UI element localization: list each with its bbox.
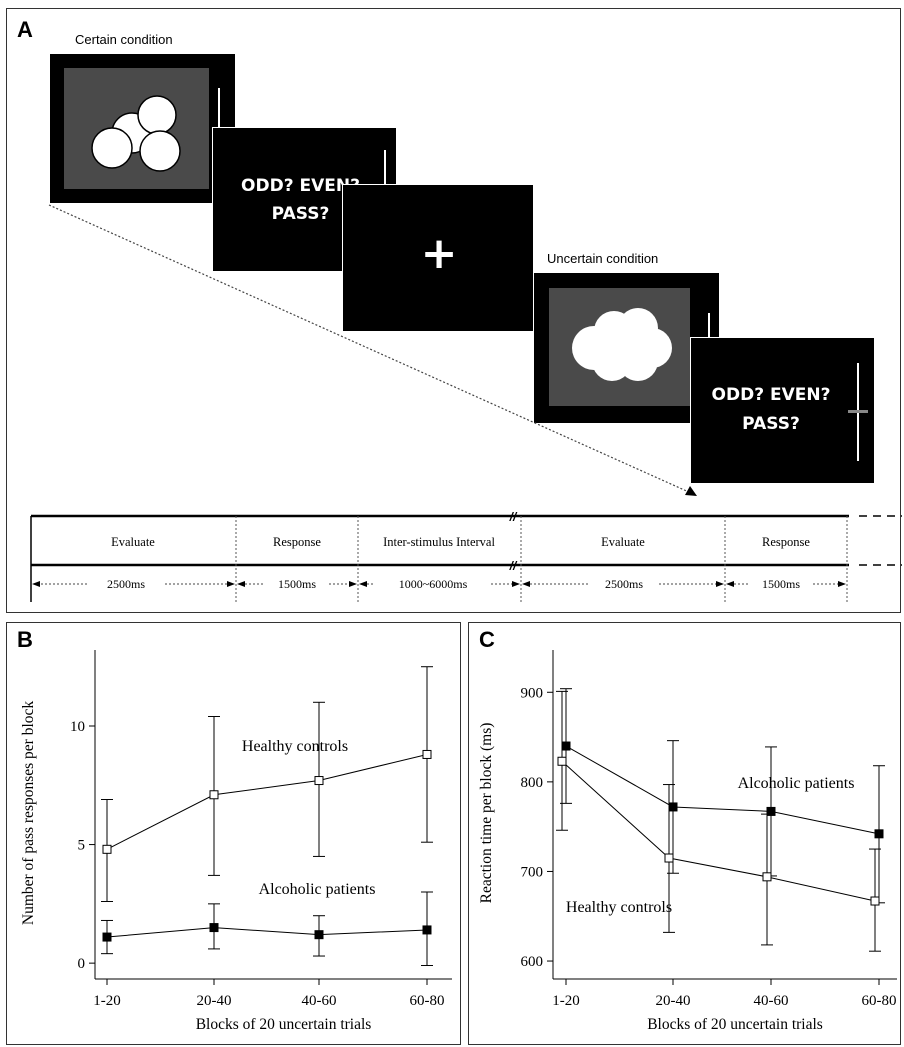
phase-response-2: Response <box>762 535 810 549</box>
y-tick-label: 10 <box>70 719 85 735</box>
data-point <box>762 872 772 882</box>
panel-a: A Certain condition ODD? EVEN? PASS? + U… <box>6 8 902 613</box>
series-annotation: Alcoholic patients <box>738 775 855 792</box>
duration-response-2: 1500ms <box>762 577 800 591</box>
x-tick-label: 40-60 <box>302 993 337 1009</box>
x-tick-label: 1-20 <box>93 993 121 1009</box>
x-tick-label: 60-80 <box>410 993 445 1009</box>
phase-evaluate-1: Evaluate <box>111 535 155 549</box>
duration-evaluate-1: 2500ms <box>107 577 145 591</box>
series-annotation: Healthy controls <box>242 738 348 755</box>
x-tick-label: 1-20 <box>552 993 580 1009</box>
y-axis-label: Number of pass responses per block <box>20 701 37 926</box>
data-point <box>668 802 678 812</box>
question-screen-2: ODD? EVEN? PASS? <box>690 337 875 484</box>
data-point <box>102 844 112 854</box>
duration-evaluate-2: 2500ms <box>605 577 643 591</box>
data-point <box>209 790 219 800</box>
circles-icon <box>91 95 181 172</box>
y-tick-label: 0 <box>78 956 86 972</box>
phase-evaluate-2: Evaluate <box>601 535 645 549</box>
y-tick-label: 800 <box>521 775 544 791</box>
x-tick-label: 40-60 <box>754 993 789 1009</box>
data-point <box>422 749 432 759</box>
timeline-break-mark: // <box>509 559 518 573</box>
y-axis-label: Reaction time per block (ms) <box>478 723 495 904</box>
response-bar-icon <box>218 88 220 148</box>
series-annotation: Alcoholic patients <box>259 881 376 898</box>
duration-isi: 1000~6000ms <box>399 577 468 591</box>
phase-isi: Inter-stimulus Interval <box>383 535 495 549</box>
panel-c: C 600 700 800 900 1-20 20-40 40-60 60-80 Blocks … <box>468 622 901 1045</box>
data-point <box>874 829 884 839</box>
question-line2: PASS? <box>742 414 800 434</box>
data-point <box>561 741 571 751</box>
x-axis-label: Blocks of 20 uncertain trials <box>647 1016 823 1033</box>
data-point <box>209 923 219 933</box>
data-point <box>664 853 674 863</box>
question-line1: ODD? EVEN? <box>241 176 360 196</box>
series-line <box>106 753 428 850</box>
chart-c: 600 700 800 900 1-20 20-40 40-60 60-80 Blocks of… <box>478 650 897 1033</box>
series-annotation: Healthy controls <box>566 899 672 916</box>
series-line <box>106 927 428 938</box>
data-point <box>870 896 880 906</box>
series-line <box>561 760 876 902</box>
chart-b: 0 5 10 1-20 20-40 40-60 60-80 Blocks of 20 unce… <box>20 650 452 1033</box>
x-tick-label: 20-40 <box>656 993 691 1009</box>
phase-response-1: Response <box>273 535 321 549</box>
data-point <box>422 925 432 935</box>
response-bar-icon <box>384 150 386 202</box>
response-marker-icon <box>848 410 868 413</box>
data-point <box>766 806 776 816</box>
y-tick-label: 5 <box>78 838 86 854</box>
panel-a-label: A <box>17 17 33 42</box>
timeline-break-mark: // <box>509 510 518 524</box>
data-point <box>314 776 324 786</box>
y-tick-label: 600 <box>521 954 544 970</box>
series-line <box>565 745 880 835</box>
panel-b: B 0 5 10 1-20 20-40 40-60 60-80 Blocks of 20 un… <box>6 622 461 1045</box>
certain-condition-label: Certain condition <box>75 32 173 47</box>
x-tick-label: 60-80 <box>862 993 897 1009</box>
data-point <box>314 930 324 940</box>
x-tick-label: 20-40 <box>197 993 232 1009</box>
y-tick-label: 900 <box>521 685 544 701</box>
question-line1: ODD? EVEN? <box>711 385 831 405</box>
panel-c-label: C <box>479 627 495 652</box>
data-point <box>102 932 112 942</box>
duration-response-1: 1500ms <box>278 577 316 591</box>
timeline: // // Evaluate Response Inter-stimulus I… <box>30 510 902 602</box>
panel-b-label: B <box>17 627 33 652</box>
x-axis-label: Blocks of 20 uncertain trials <box>196 1016 372 1033</box>
y-tick-label: 700 <box>521 864 544 880</box>
data-point <box>557 756 567 766</box>
certain-stimulus-screen <box>49 53 236 204</box>
